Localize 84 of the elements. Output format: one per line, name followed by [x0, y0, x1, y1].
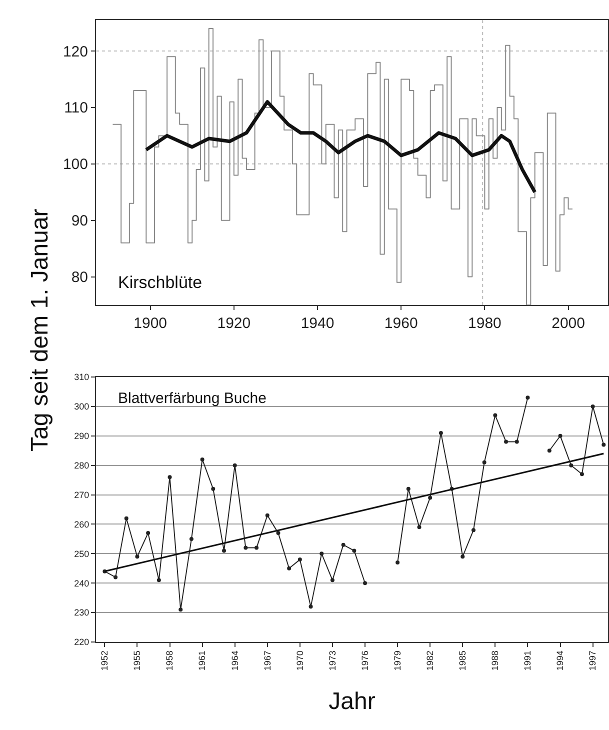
- x-tick-label: 1991: [522, 650, 533, 671]
- point: [341, 542, 346, 547]
- y-axis-title: Tag seit dem 1. Januar: [26, 208, 54, 452]
- y-tick-label: 280: [74, 460, 90, 470]
- x-tick-label: 1952: [100, 650, 110, 671]
- point: [438, 430, 443, 435]
- point: [156, 578, 161, 582]
- y-tick-label: 110: [64, 100, 88, 117]
- x-tick-label: 1960: [384, 315, 418, 332]
- point: [602, 442, 606, 447]
- point: [569, 463, 574, 468]
- x-tick-label: 1955: [132, 650, 142, 671]
- x-tick-label: 1988: [490, 650, 500, 671]
- x-tick-label: 1994: [555, 650, 566, 671]
- y-tick-label: 230: [74, 608, 90, 618]
- point: [287, 566, 292, 570]
- point: [514, 440, 519, 444]
- point: [189, 536, 194, 541]
- point: [460, 554, 465, 559]
- y-tick-label: 240: [74, 578, 90, 588]
- x-tick-label: 1964: [230, 650, 240, 671]
- x-tick-label: 1985: [458, 650, 468, 671]
- x-tick-label: 1973: [327, 650, 338, 671]
- line-series: [144, 100, 537, 194]
- x-tick-label: 1976: [360, 650, 370, 671]
- point: [396, 560, 400, 564]
- point: [244, 546, 248, 550]
- x-tick-label: 1920: [217, 315, 251, 332]
- y-tick-label: 90: [71, 212, 88, 230]
- point: [330, 578, 334, 582]
- point: [558, 434, 562, 438]
- x-tick-label: 1961: [197, 650, 208, 671]
- point: [526, 396, 530, 400]
- x-tick-label: 1940: [300, 315, 334, 332]
- point: [211, 486, 216, 491]
- point: [406, 486, 410, 491]
- x-tick-label: 1970: [294, 650, 305, 671]
- y-tick-label: 100: [62, 156, 88, 174]
- point: [471, 528, 476, 532]
- y-tick-label: 220: [74, 637, 90, 648]
- point: [547, 448, 552, 453]
- point: [254, 546, 259, 550]
- point: [590, 404, 595, 408]
- point: [146, 531, 150, 536]
- point: [363, 581, 368, 586]
- x-tick-label: 1958: [164, 650, 175, 671]
- point: [308, 604, 313, 609]
- text: Kirschblüte: [118, 273, 202, 292]
- point: [114, 575, 118, 580]
- point: [352, 548, 356, 553]
- x-tick-label: 1997: [588, 650, 598, 671]
- x-tick-label: 1967: [262, 650, 272, 671]
- point: [222, 548, 226, 553]
- x-tick-label: 1900: [134, 315, 168, 332]
- point: [298, 558, 302, 562]
- text: Blattverfärbung Buche: [118, 390, 266, 407]
- point: [504, 440, 508, 444]
- y-tick-label: 120: [62, 43, 88, 60]
- point: [417, 525, 422, 530]
- x-tick-label: 1980: [468, 315, 502, 332]
- point: [428, 496, 432, 500]
- point: [135, 554, 140, 559]
- point: [232, 463, 237, 468]
- point: [124, 516, 128, 520]
- y-tick-label: 260: [74, 519, 90, 530]
- point: [200, 457, 204, 462]
- x-tick-label: 2000: [552, 315, 585, 332]
- point: [178, 608, 183, 612]
- point: [320, 552, 324, 556]
- y-tick-label: 80: [71, 269, 88, 286]
- x-tick-label: 1979: [392, 650, 402, 671]
- point: [168, 475, 172, 480]
- y-tick-label: 250: [74, 548, 90, 559]
- point: [580, 472, 584, 476]
- y-tick-label: 290: [74, 431, 90, 442]
- point: [482, 460, 486, 464]
- point: [265, 513, 270, 518]
- x-tick-label: 1982: [425, 650, 436, 671]
- y-tick-label: 300: [74, 402, 90, 412]
- point: [493, 413, 498, 418]
- point: [276, 531, 280, 536]
- y-tick-label: 270: [74, 490, 90, 500]
- y-tick-label: 310: [74, 372, 90, 382]
- x-axis-title: Jahr: [328, 688, 376, 715]
